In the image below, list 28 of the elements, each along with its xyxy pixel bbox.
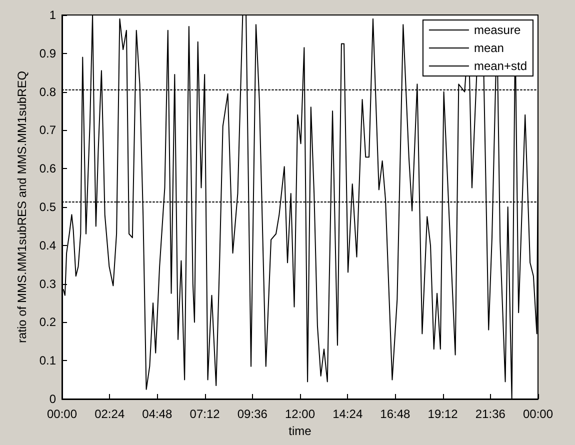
y-tick-label: 0.9 [39,46,56,60]
legend-label: mean+std [474,59,528,73]
x-tick-label: 14:24 [332,407,363,421]
x-tick-label: 00:00 [522,407,554,421]
y-tick-label: 0.5 [39,200,56,214]
y-tick-label: 1 [49,8,56,22]
x-tick-label: 19:12 [428,407,458,421]
x-tick-label: 16:48 [380,407,411,421]
legend-label: measure [474,23,521,37]
y-tick-label: 0.6 [39,162,56,176]
x-tick-label: 04:48 [142,407,173,421]
y-tick-label: 0.8 [39,84,56,99]
y-tick-label: 0.7 [39,123,56,138]
y-tick-label: 0.2 [39,315,56,330]
y-tick-label: 0.1 [39,354,56,368]
x-axis-title: time [288,424,312,438]
y-tick-label: 0.4 [39,238,56,252]
y-axis-title: ratio of MMS.MM1subRES and MMS.MM1subREQ [15,70,29,344]
x-tick-label: 12:00 [284,407,316,421]
line-series [62,14,538,400]
y-tick-label: 0 [49,392,56,406]
x-tick-label: 02:24 [94,407,125,421]
x-tick-label: 07:12 [190,407,220,421]
legend-label: mean [474,41,504,55]
x-tick-label: 00:00 [46,407,78,421]
x-tick-label: 21:36 [475,407,506,421]
x-tick-label: 09:36 [237,407,268,421]
y-tick-label: 0.3 [39,276,56,291]
